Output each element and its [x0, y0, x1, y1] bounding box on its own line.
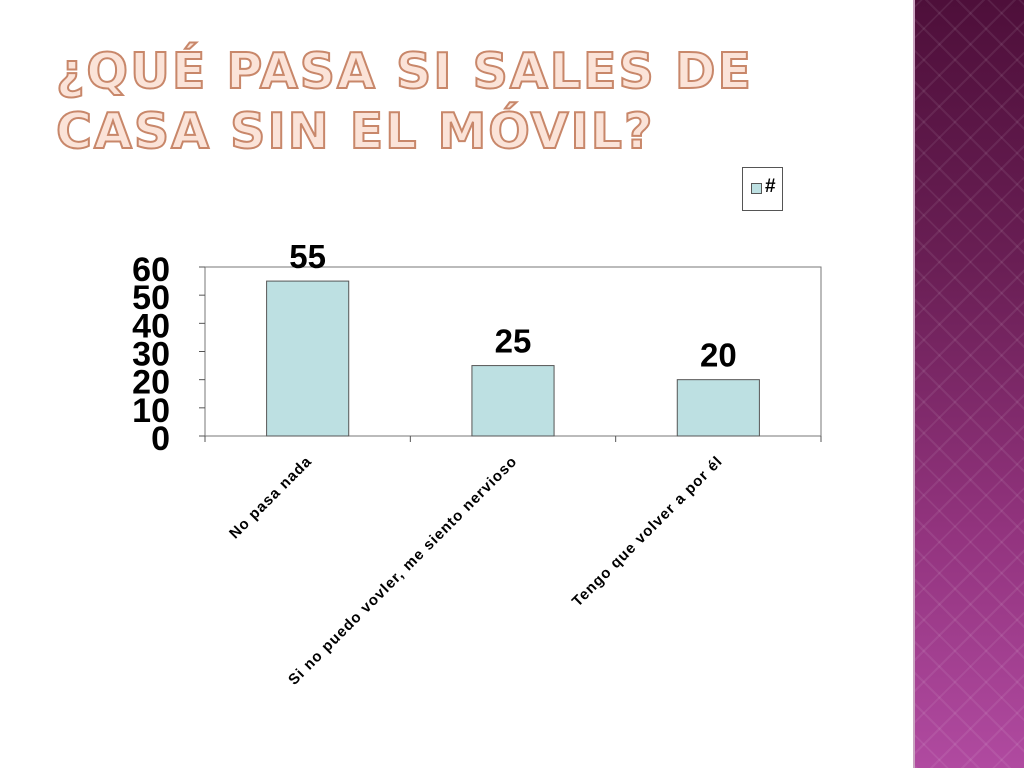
y-tick-label: 30: [132, 336, 170, 374]
chart-legend: #: [742, 167, 783, 211]
y-tick-label: 0: [151, 420, 170, 458]
y-tick-label: 50: [132, 279, 170, 317]
decorative-sidebar: [913, 0, 1024, 768]
y-tick-label: 20: [132, 364, 170, 402]
bar: [676, 379, 760, 437]
y-tick-label: 10: [132, 392, 170, 430]
x-tick-label: Si no puedo vovler, me siento nervioso: [285, 453, 521, 689]
page-title: ¿Qué pasa si sales de casa sin el móvil?: [55, 42, 753, 161]
legend-swatch: [751, 183, 762, 194]
legend-label: #: [765, 176, 776, 197]
x-tick-label: Tengo que volver a por él: [569, 453, 726, 610]
bar: [471, 365, 555, 437]
bar-value-label: 55: [289, 238, 326, 275]
bar: [266, 280, 350, 437]
bar-value-label: 25: [495, 323, 532, 360]
x-tick-label: No pasa nada: [226, 453, 315, 542]
bar-value-label: 20: [700, 337, 737, 374]
y-tick-label: 60: [132, 251, 170, 289]
y-tick-label: 40: [132, 307, 170, 345]
